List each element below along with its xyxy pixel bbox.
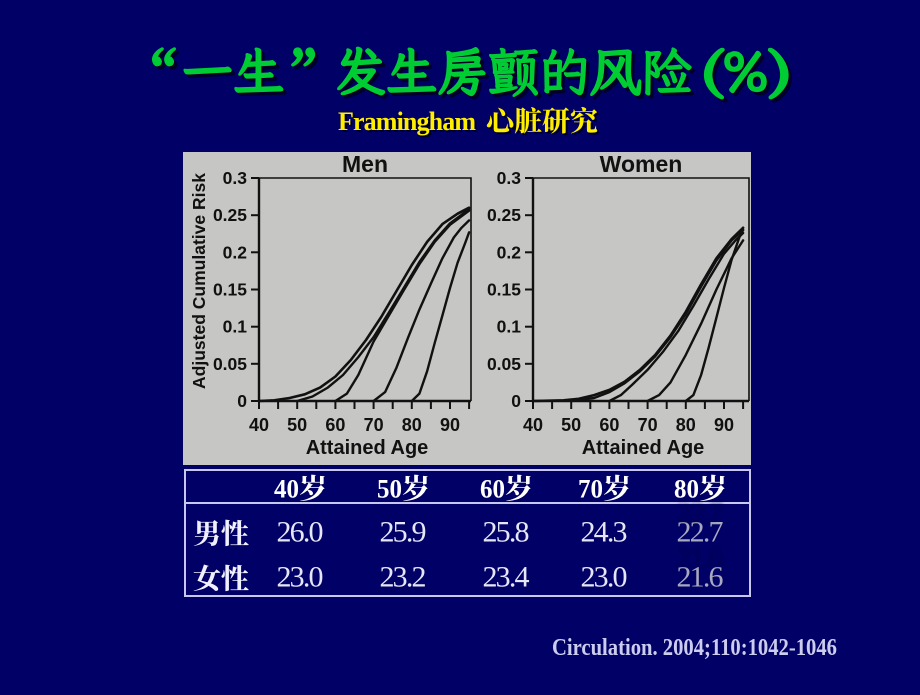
svg-text:0.05: 0.05 — [487, 354, 521, 374]
svg-text:0.3: 0.3 — [223, 168, 248, 188]
svg-text:0.1: 0.1 — [497, 317, 522, 337]
svg-text:Women: Women — [600, 151, 683, 177]
svg-text:40: 40 — [523, 415, 543, 435]
svg-text:60: 60 — [480, 475, 505, 504]
svg-text:23.0: 23.0 — [581, 561, 628, 594]
svg-text:Framingham: Framingham — [338, 107, 476, 136]
svg-text:40: 40 — [249, 415, 269, 435]
svg-text:50: 50 — [287, 415, 307, 435]
svg-text:80: 80 — [676, 415, 696, 435]
svg-text:0.3: 0.3 — [497, 168, 522, 188]
svg-text:80: 80 — [402, 415, 422, 435]
svg-text:80: 80 — [674, 475, 699, 504]
svg-text:0.25: 0.25 — [213, 205, 247, 225]
svg-text:90: 90 — [714, 415, 734, 435]
svg-text:Adjusted Cumulative Risk: Adjusted Cumulative Risk — [189, 173, 209, 389]
svg-text:0: 0 — [511, 391, 521, 411]
svg-text:25.8: 25.8 — [483, 516, 530, 549]
svg-text:24.3: 24.3 — [581, 516, 628, 549]
svg-text:90: 90 — [440, 415, 460, 435]
svg-text:70: 70 — [638, 415, 658, 435]
svg-text:22.7: 22.7 — [677, 516, 724, 549]
svg-text:25.9: 25.9 — [380, 516, 427, 549]
svg-text:23.4: 23.4 — [483, 561, 530, 594]
svg-text:0.05: 0.05 — [213, 354, 247, 374]
svg-text:50: 50 — [561, 415, 581, 435]
svg-text:23.0: 23.0 — [277, 561, 324, 594]
svg-text:21.6: 21.6 — [677, 561, 724, 594]
svg-text:0: 0 — [237, 391, 247, 411]
svg-text:Attained Age: Attained Age — [306, 437, 429, 459]
svg-text:0.15: 0.15 — [213, 280, 247, 300]
svg-text:40: 40 — [274, 475, 299, 504]
svg-text:60: 60 — [599, 415, 619, 435]
svg-text:0.25: 0.25 — [487, 205, 521, 225]
svg-text:0.1: 0.1 — [223, 317, 248, 337]
svg-text:0.2: 0.2 — [223, 242, 248, 262]
svg-text:Attained Age: Attained Age — [582, 437, 705, 459]
svg-text:26.0: 26.0 — [277, 516, 324, 549]
svg-text:Men: Men — [342, 151, 388, 177]
svg-text:70: 70 — [578, 475, 603, 504]
svg-text:Circulation. 2004;110:1042-104: Circulation. 2004;110:1042-1046 — [552, 635, 837, 661]
svg-text:Framingham: Framingham — [340, 109, 478, 138]
svg-text:0.2: 0.2 — [497, 242, 522, 262]
svg-text:22.7: 22.7 — [677, 496, 724, 529]
svg-text:23.2: 23.2 — [380, 561, 427, 594]
svg-text:21.6: 21.6 — [677, 541, 724, 574]
svg-text:70: 70 — [364, 415, 384, 435]
svg-text:0.15: 0.15 — [487, 280, 521, 300]
svg-text:50: 50 — [377, 475, 402, 504]
svg-text:60: 60 — [325, 415, 345, 435]
